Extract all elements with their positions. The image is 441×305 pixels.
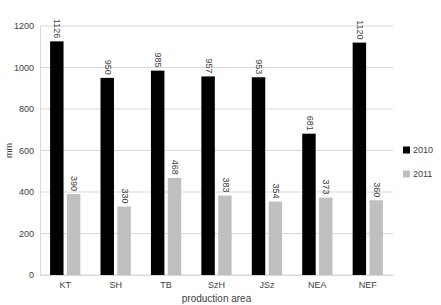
grid-line [40,109,393,110]
grid-line [40,192,393,193]
data-label: 1120 [355,20,365,39]
y-tick: 1200 [14,21,40,31]
y-tick-label: 600 [19,146,34,156]
bar [67,194,80,275]
x-tick-label: NEF [359,280,378,290]
y-tick-label: 1200 [14,21,34,31]
x-tick: NEA [308,275,327,290]
data-label: 383 [221,177,231,192]
data-label: 354 [271,184,281,199]
x-tick: TB [160,275,172,290]
bar [117,207,130,275]
plot: 0 200 400 600 800 1000 1200 KT SH TB SzH JSz NEA NEF 1… [14,19,394,290]
y-tick-label: 1000 [14,63,34,73]
bar [101,78,114,275]
x-tick: NEF [359,275,378,290]
bar [269,202,282,275]
y-tick: 200 [19,229,40,239]
bar [151,71,164,275]
chart: 0 200 400 600 800 1000 1200 KT SH TB SzH JSz NEA NEF 1… [0,0,441,305]
grid-line [40,150,393,151]
y-axis-title: mm [4,143,14,158]
x-axis-title: production area [182,293,252,304]
y-tick: 800 [19,104,40,114]
bar [218,196,231,275]
grid-line [40,233,393,234]
y-tick-label: 400 [19,187,34,197]
data-label: 360 [372,182,382,197]
data-label: 468 [170,160,180,175]
legend-swatch [403,171,410,178]
legend-item: 2011 [403,169,432,179]
y-axis: 0 200 400 600 800 1000 1200 [14,21,41,280]
data-label: 1126 [52,19,62,38]
x-tick: JSz [259,275,275,290]
x-axis: KT SH TB SzH JSz NEA NEF [41,275,394,290]
grid-line [40,26,393,27]
grid-line [40,275,393,276]
bar [168,178,181,275]
data-label: 950 [103,60,113,75]
bar [319,198,332,275]
data-label: 953 [254,59,264,74]
y-tick: 1000 [14,63,40,73]
x-tick-label: SzH [208,280,225,290]
legend-label: 2010 [413,145,433,155]
data-label: 330 [120,188,130,203]
x-tick: SH [109,275,122,290]
x-tick-label: NEA [308,280,327,290]
y-tick-label: 0 [29,270,34,280]
data-label: 390 [69,176,79,191]
x-tick-label: JSz [259,280,275,290]
data-label: 373 [321,180,331,195]
bar [201,76,214,275]
x-tick: SzH [208,275,225,290]
x-tick-label: TB [160,280,172,290]
data-label: 957 [204,58,214,73]
grid-line [40,67,393,68]
bar [353,43,366,275]
data-labels: 1126 950 985 957 953 681 1120 390 330 468 383 354 37… [52,19,381,204]
data-label: 985 [153,53,163,68]
bar [369,200,382,275]
legend-item: 2010 [403,145,433,155]
x-tick: KT [59,275,71,290]
y-tick: 600 [19,146,40,156]
bars [50,41,383,275]
y-tick: 0 [29,270,40,280]
legend-swatch [403,147,410,154]
data-label: 681 [305,116,315,131]
legend-label: 2011 [413,169,432,179]
bar [50,41,63,275]
y-tick-label: 800 [19,104,34,114]
bar [252,77,265,275]
legend: 2010 2011 [403,145,433,179]
x-tick-label: SH [109,280,122,290]
bar [302,134,315,275]
y-tick-label: 200 [19,229,34,239]
y-tick: 400 [19,187,40,197]
x-tick-label: KT [59,280,71,290]
x-axis-line [41,275,394,276]
grid [40,26,393,275]
y-axis-line [40,27,41,276]
